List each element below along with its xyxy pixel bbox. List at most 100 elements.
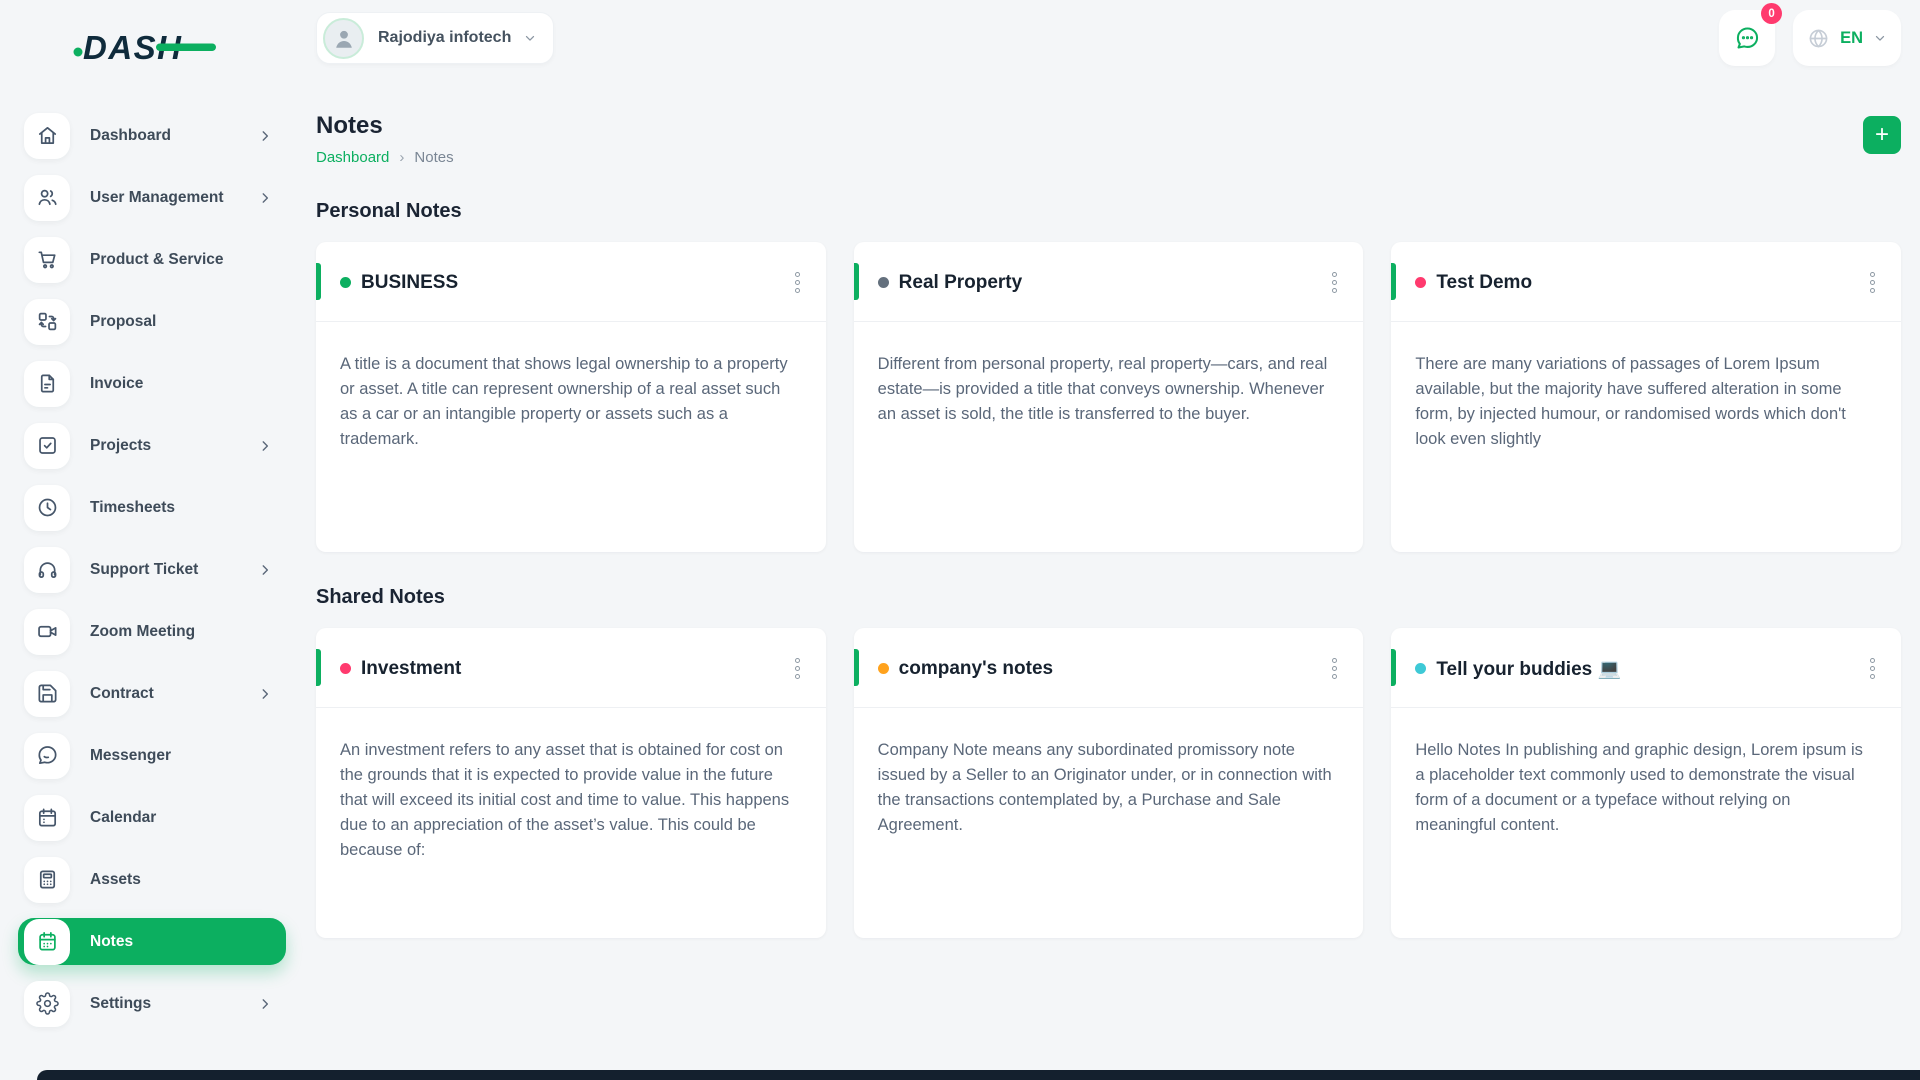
note-title: BUSINESS	[361, 271, 459, 293]
sidebar-item-zoom-meeting[interactable]: Zoom Meeting	[18, 608, 286, 655]
sidebar-item-user-management[interactable]: User Management	[18, 174, 286, 221]
sidebar: DASH Dashboard User Management Product &…	[0, 0, 316, 1080]
chevron-down-icon	[1873, 31, 1887, 45]
sidebar-item-calendar[interactable]: Calendar	[18, 794, 286, 841]
status-dot	[340, 277, 351, 288]
section-title-shared: Shared Notes	[316, 586, 445, 608]
note-text: Company Note means any subordinated prom…	[877, 741, 1332, 834]
status-dot	[1415, 663, 1427, 674]
sidebar-item-messenger[interactable]: Messenger	[18, 732, 286, 779]
personal-notes-grid: BUSINESS A title is a document that show…	[316, 242, 1901, 552]
file-icon	[24, 360, 70, 407]
note-card-header: Real Property	[853, 242, 1364, 322]
message-icon	[24, 732, 70, 779]
sidebar-item-notes[interactable]: Notes	[18, 918, 286, 965]
notes-icon	[24, 918, 70, 965]
sidebar-item-label: User Management	[90, 188, 224, 206]
note-card-header: Investment	[316, 628, 826, 708]
sidebar-item-settings[interactable]: Settings	[18, 980, 286, 1027]
section-title-personal: Personal Notes	[316, 200, 462, 222]
note-text: A title is a document that shows legal o…	[340, 355, 788, 448]
sidebar-item-projects[interactable]: Projects	[18, 422, 286, 469]
note-card-header: BUSINESS	[316, 242, 826, 322]
kebab-menu-icon[interactable]	[1328, 654, 1341, 683]
sidebar-item-contract[interactable]: Contract	[18, 670, 286, 717]
check-square-icon	[24, 422, 70, 469]
home-icon	[24, 112, 70, 159]
video-icon	[24, 608, 70, 655]
chevron-right-icon	[258, 129, 272, 143]
person-icon	[335, 30, 352, 48]
notification-badge: 0	[1761, 3, 1783, 24]
workspace-dropdown[interactable]: Rajodiya infotech	[316, 12, 555, 64]
shared-notes-grid: Investment An investment refers to any a…	[316, 628, 1901, 938]
messages-button[interactable]: 0	[1719, 3, 1783, 66]
sidebar-item-label: Contract	[90, 684, 154, 702]
sidebar-item-label: Dashboard	[90, 126, 171, 144]
breadcrumb: Dashboard › Notes	[316, 149, 454, 166]
sidebar-item-label: Notes	[90, 932, 134, 950]
note-text: There are many variations of passages of…	[1415, 355, 1846, 448]
note-card: BUSINESS A title is a document that show…	[316, 242, 826, 552]
avatar	[323, 17, 364, 59]
topbar-actions: 0 EN	[1719, 3, 1901, 66]
sidebar-item-label: Support Ticket	[90, 560, 199, 578]
sidebar-item-label: Proposal	[90, 312, 157, 330]
sidebar-item-dashboard[interactable]: Dashboard	[18, 112, 286, 159]
topbar: Rajodiya infotech 0 EN	[316, 3, 1901, 66]
status-dot	[340, 663, 351, 674]
language-code: EN	[1840, 28, 1863, 47]
app-logo[interactable]: DASH	[72, 26, 316, 70]
sidebar-item-label: Timesheets	[90, 498, 176, 516]
sidebar-item-proposal[interactable]: Proposal	[18, 298, 286, 345]
sidebar-item-product-service[interactable]: Product & Service	[18, 236, 286, 283]
note-card: company's notes Company Note means any s…	[853, 628, 1364, 938]
sidebar-nav: Dashboard User Management Product & Serv…	[0, 112, 316, 1027]
breadcrumb-separator: ›	[399, 149, 405, 166]
sidebar-item-timesheets[interactable]: Timesheets	[18, 484, 286, 531]
breadcrumb-current: Notes	[414, 149, 454, 166]
dash-logo-icon: DASH	[73, 29, 216, 66]
kebab-menu-icon[interactable]	[1866, 654, 1879, 683]
chevron-down-icon	[523, 31, 537, 45]
status-dot	[877, 663, 889, 674]
headphones-icon	[24, 546, 70, 593]
note-title: Investment	[361, 657, 462, 679]
sidebar-item-label: Assets	[90, 870, 141, 888]
users-icon	[24, 174, 70, 221]
note-title: Real Property	[898, 271, 1023, 293]
note-card: Investment An investment refers to any a…	[316, 628, 826, 938]
calculator-icon	[24, 856, 70, 903]
note-card: Test Demo There are many variations of p…	[1391, 242, 1901, 552]
kebab-menu-icon[interactable]	[791, 654, 804, 683]
sidebar-item-label: Invoice	[90, 374, 144, 392]
kebab-menu-icon[interactable]	[791, 268, 804, 297]
save-icon	[24, 670, 70, 717]
sidebar-item-support-ticket[interactable]: Support Ticket	[18, 546, 286, 593]
chevron-right-icon	[258, 439, 272, 453]
main-content: Rajodiya infotech 0 EN Notes Dashboard ›	[316, 0, 1901, 938]
bottom-bar	[37, 1070, 1920, 1080]
chevron-right-icon	[258, 191, 272, 205]
sidebar-item-invoice[interactable]: Invoice	[18, 360, 286, 407]
chat-bubble-icon	[1736, 26, 1758, 49]
note-card: Real Property Different from personal pr…	[853, 242, 1364, 552]
kebab-menu-icon[interactable]	[1866, 268, 1879, 297]
gear-icon	[24, 980, 70, 1027]
kebab-menu-icon[interactable]	[1328, 268, 1341, 297]
note-card-header: Tell your buddies 💻	[1391, 628, 1901, 708]
chevron-right-icon	[258, 563, 272, 577]
note-card-header: Test Demo	[1391, 242, 1901, 322]
clock-icon	[24, 484, 70, 531]
sidebar-item-label: Product & Service	[90, 250, 224, 268]
swap-icon	[24, 298, 70, 345]
language-selector[interactable]: EN	[1793, 10, 1901, 66]
sidebar-item-label: Messenger	[90, 746, 171, 764]
chevron-right-icon	[258, 997, 272, 1011]
sidebar-item-label: Zoom Meeting	[90, 622, 196, 640]
breadcrumb-dashboard-link[interactable]: Dashboard	[316, 149, 390, 166]
sidebar-item-assets[interactable]: Assets	[18, 856, 286, 903]
note-card: Tell your buddies 💻 Hello Notes In publi…	[1391, 628, 1901, 938]
note-title: Tell your buddies 💻	[1436, 658, 1622, 680]
add-note-button[interactable]: +	[1863, 116, 1901, 154]
